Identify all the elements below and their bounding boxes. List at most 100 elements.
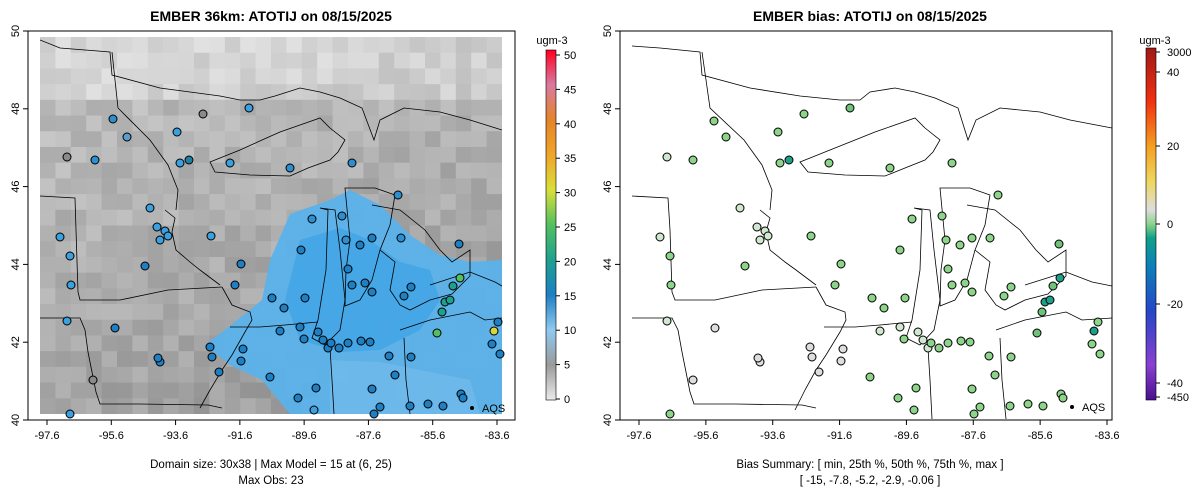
monitor-site-marker: [172, 127, 182, 137]
monitor-site-marker: [343, 338, 353, 348]
model-grid-cell: [409, 194, 426, 211]
model-grid-cell: [117, 194, 133, 211]
model-grid-cell: [86, 115, 103, 132]
bias-xtick-label: -83.6: [1094, 430, 1119, 442]
model-footer-line1: Domain size: 30x38 | Max Model = 15 at (…: [150, 459, 392, 471]
monitor-site-marker: [236, 356, 246, 366]
model-grid-cell: [440, 68, 457, 85]
monitor-site-marker: [437, 307, 447, 317]
bias-site-marker: [1058, 393, 1068, 403]
model-grid-cell: [178, 241, 195, 258]
model-grid-cell: [255, 241, 272, 258]
model-grid-cell: [194, 209, 210, 226]
model-grid-cell: [317, 178, 334, 195]
model-grid-cell: [117, 84, 133, 101]
model-grid-cell: [394, 209, 411, 226]
model-grid-cell: [348, 99, 364, 117]
monitor-site-marker: [493, 317, 503, 327]
model-grid-cell: [101, 304, 118, 321]
model-grid-cell: [147, 256, 164, 274]
model-grid-cell: [163, 304, 180, 321]
model-grid-cell: [55, 382, 72, 399]
bias-cb-label: -450: [1167, 392, 1189, 404]
model-grid-cell: [86, 288, 103, 305]
model-grid-cell: [271, 37, 287, 54]
model-grid-cell: [455, 209, 472, 226]
model-grid-cell: [132, 146, 149, 164]
model-grid-cell: [163, 68, 180, 85]
model-grid-cell: [194, 398, 210, 414]
model-grid-cell: [117, 99, 133, 117]
model-grid-cell: [224, 225, 241, 242]
model-grid-cell: [455, 99, 472, 117]
model-grid-cell: [255, 256, 272, 274]
model-grid-cell: [101, 382, 118, 399]
bias-site-marker: [830, 280, 840, 290]
model-grid-cell: [40, 84, 56, 101]
monitor-site-marker: [405, 401, 415, 411]
model-grid-cell: [332, 68, 349, 85]
model-grid-cell: [86, 241, 103, 258]
bias-site-marker: [1095, 349, 1105, 359]
model-ytick-label: 50: [10, 25, 22, 37]
bias-site-marker: [655, 232, 665, 242]
model-grid-cell: [178, 304, 195, 321]
monitor-site-marker: [55, 232, 65, 242]
model-grid-cell: [70, 366, 87, 384]
model-grid-cell: [147, 272, 164, 289]
monitor-site-marker: [265, 372, 275, 382]
model-grid-cell: [255, 115, 272, 132]
model-grid-cell: [271, 178, 287, 195]
model-grid-cell: [471, 131, 488, 148]
model-grid-cell: [40, 131, 56, 148]
model-grid-cell: [240, 37, 257, 54]
model-grid-cell: [55, 351, 72, 368]
monitor-site-marker: [406, 282, 416, 292]
model-grid-cell: [117, 225, 133, 242]
bias-site-marker: [807, 352, 817, 362]
model-grid-cell: [486, 241, 502, 258]
model-grid-cell: [255, 52, 272, 69]
monitor-site-marker: [140, 261, 150, 271]
bias-ytick-label: 50: [602, 25, 614, 37]
bias-site-marker: [1087, 339, 1097, 349]
model-grid-cell: [132, 178, 149, 195]
model-grid-cell: [101, 366, 118, 384]
model-grid-cell: [301, 146, 318, 164]
model-grid-cell: [163, 84, 180, 101]
model-grid-cell: [86, 335, 103, 352]
model-grid-cell: [378, 131, 395, 148]
model-grid-cell: [363, 162, 380, 179]
model-grid-cell: [55, 68, 72, 85]
model-grid-cell: [55, 37, 72, 54]
model-grid-cell: [240, 194, 257, 211]
model-grid-cell: [209, 37, 226, 54]
model-grid-cell: [40, 366, 56, 384]
model-grid-cell: [394, 115, 411, 132]
model-grid-cell: [317, 37, 334, 54]
model-xtick-label: -91.6: [227, 430, 252, 442]
model-grid-cell: [209, 178, 226, 195]
monitor-site-marker: [423, 399, 433, 409]
model-grid-cell: [194, 256, 210, 274]
monitor-site-marker: [448, 281, 458, 291]
model-grid-cell: [409, 146, 426, 164]
bias-site-marker: [1093, 317, 1103, 327]
model-grid-cell: [70, 99, 87, 117]
monitor-site-marker: [438, 401, 448, 411]
model-grid-cell: [394, 84, 411, 101]
model-grid-cell: [86, 194, 103, 211]
model-grid-cell: [178, 288, 195, 305]
model-grid-cell: [40, 319, 56, 336]
bias-site-marker: [773, 127, 783, 137]
model-grid-cell: [486, 131, 502, 148]
model-grid-cell: [363, 99, 380, 117]
model-grid-cell: [348, 178, 364, 195]
model-plume-core: [285, 228, 440, 352]
model-grid-cell: [117, 162, 133, 179]
model-grid-cell: [409, 178, 426, 195]
model-grid-cell: [255, 209, 272, 226]
model-cb-label: 10: [564, 325, 576, 337]
model-grid-cell: [209, 319, 226, 336]
model-grid-cell: [332, 99, 349, 117]
